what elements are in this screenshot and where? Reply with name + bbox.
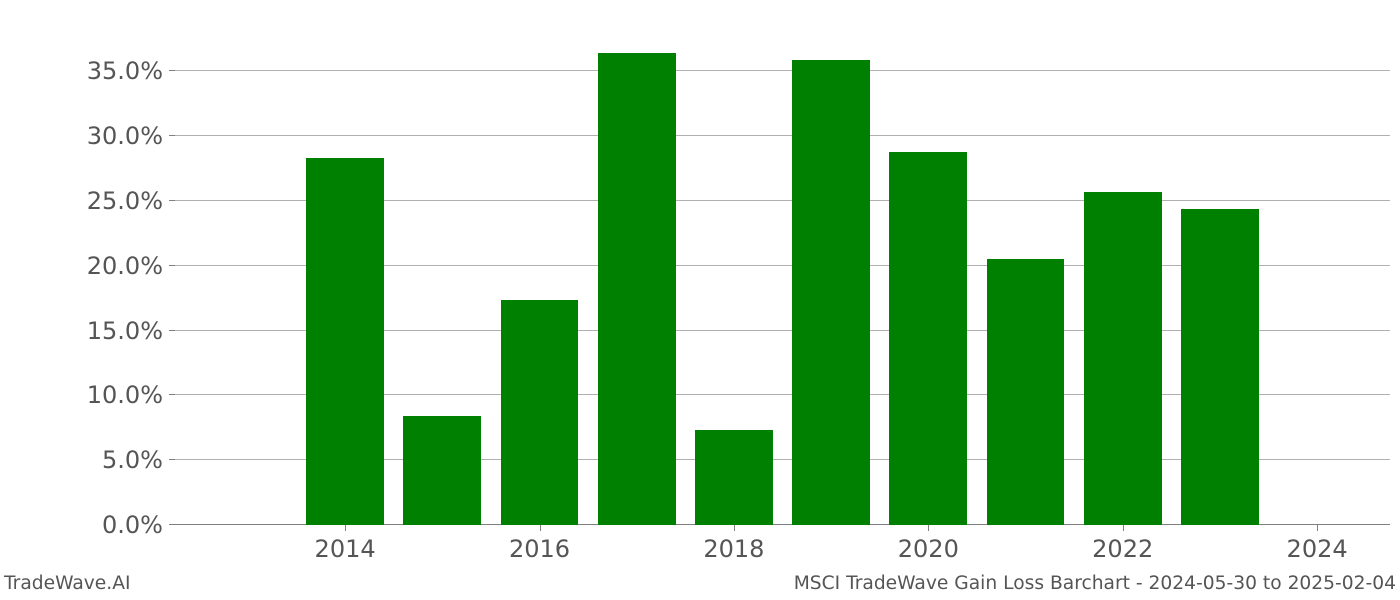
plot-area: 0.0%5.0%10.0%15.0%20.0%25.0%30.0%35.0%20… (175, 30, 1390, 525)
bar-2017 (598, 53, 676, 525)
x-tick-label: 2020 (898, 525, 959, 563)
y-tick-label: 30.0% (87, 122, 175, 150)
x-tick-label: 2016 (509, 525, 570, 563)
y-tick-label: 0.0% (102, 511, 175, 539)
bar-2022 (1084, 192, 1162, 525)
chart-container: 0.0% 5.0% 10.0% 15.0% 20.0% 25.0% 30.0% 35.0% 20… (0, 0, 1400, 600)
gridline (175, 70, 1390, 71)
y-tick-label: 35.0% (87, 57, 175, 85)
y-tick-label: 20.0% (87, 252, 175, 280)
y-tick-label: 25.0% (87, 187, 175, 215)
x-tick-label: 2018 (703, 525, 764, 563)
y-tick-label: 15.0% (87, 317, 175, 345)
footer-left: TradeWave.AI (4, 573, 130, 594)
x-tick-label: 2014 (315, 525, 376, 563)
x-tick-label: 2024 (1287, 525, 1348, 563)
y-tick-label: 10.0% (87, 381, 175, 409)
bar-2019 (792, 60, 870, 525)
bar-2018 (695, 430, 773, 525)
x-tick-label: 2022 (1092, 525, 1153, 563)
footer-right: MSCI TradeWave Gain Loss Barchart - 2024… (794, 573, 1396, 594)
bar-2014 (306, 158, 384, 525)
bar-2016 (501, 300, 579, 525)
bar-2015 (403, 416, 481, 525)
bar-2021 (987, 259, 1065, 525)
bar-2023 (1181, 209, 1259, 525)
gridline (175, 135, 1390, 136)
bar-2020 (889, 152, 967, 525)
y-tick-label: 5.0% (102, 446, 175, 474)
